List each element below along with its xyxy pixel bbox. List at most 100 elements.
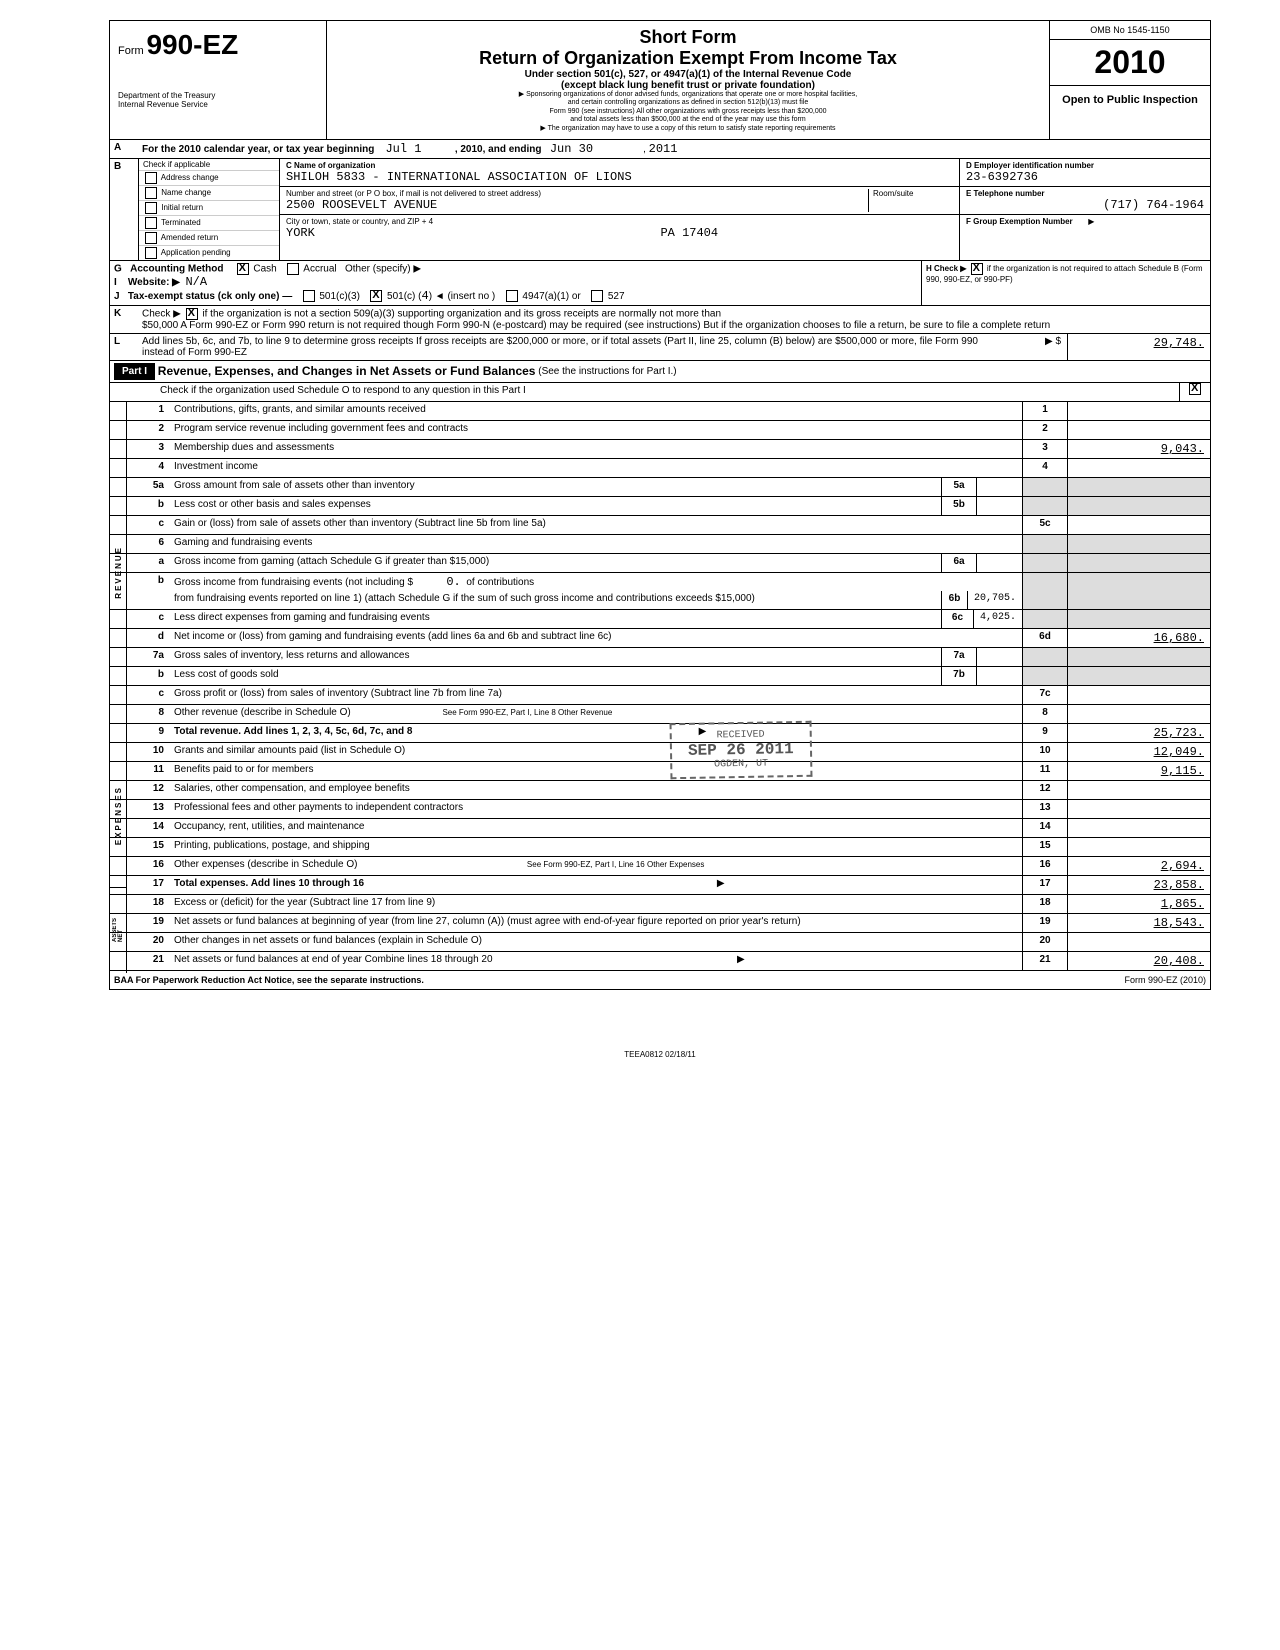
net-assets-begin: 18,543. [1067, 914, 1210, 932]
short-form-label: Short Form [333, 27, 1043, 48]
line-14: 14Occupancy, rent, utilities, and mainte… [110, 819, 1210, 838]
check-if-applicable: Check if applicable Address change Name … [139, 159, 280, 260]
l-arrow: ▶ $ [995, 334, 1067, 360]
line-3: 3Membership dues and assessments 39,043. [110, 440, 1210, 459]
line-a-label: For the 2010 calendar year, or tax year … [142, 144, 374, 155]
part1-header-row: Part I Revenue, Expenses, and Changes in… [110, 361, 1210, 383]
check-pending[interactable]: Application pending [139, 246, 279, 260]
header-right: OMB No 1545-1150 2010 Open to Public Ins… [1050, 21, 1210, 139]
line-6b-1: bGross income from fundraising events (n… [110, 573, 1210, 591]
period-begin: Jul 1 [385, 142, 421, 156]
line-7a: 7aGross sales of inventory, less returns… [110, 648, 1210, 667]
id-info: D Employer identification number 23-6392… [960, 159, 1210, 260]
footer: BAA For Paperwork Reduction Act Notice, … [110, 970, 1210, 989]
section-bcdef: B Check if applicable Address change Nam… [110, 159, 1210, 261]
527-checkbox[interactable] [591, 290, 603, 302]
form-990ez: Form 990-EZ Department of the Treasury I… [109, 20, 1211, 990]
stamp-location: OGDEN, UT [688, 758, 794, 771]
ein: 23-6392736 [966, 170, 1204, 184]
line-h: H Check ▶ if the organization is not req… [921, 261, 1210, 305]
accrual-checkbox[interactable] [287, 263, 299, 275]
fine1: ▶ Sponsoring organizations of donor advi… [333, 91, 1043, 99]
form-number: 990-EZ [146, 29, 238, 60]
line-11: 11Benefits paid to or for members 119,11… [110, 762, 1210, 781]
check-terminated[interactable]: Terminated [139, 216, 279, 231]
k-checkbox[interactable] [186, 308, 198, 320]
paperwork-notice: BAA For Paperwork Reduction Act Notice, … [114, 975, 424, 985]
501c-checkbox[interactable] [370, 290, 382, 302]
room-label: Room/suite [873, 189, 953, 198]
dept-treasury: Department of the Treasury [118, 91, 318, 100]
street-address: 2500 ROOSEVELT AVENUE [286, 198, 868, 212]
line-12: 12Salaries, other compensation, and empl… [110, 781, 1210, 800]
line-g: G Accounting Method Cash Accrual Other (… [114, 263, 917, 275]
line-5c: cGain or (loss) from sale of assets othe… [110, 516, 1210, 535]
membership-dues: 9,043. [1067, 440, 1210, 458]
letter-l: L [110, 334, 138, 360]
part1-check-text: Check if the organization used Schedule … [156, 383, 1179, 401]
check-amended[interactable]: Amended return [139, 231, 279, 246]
line-6a: aGross income from gaming (attach Schedu… [110, 554, 1210, 573]
line-7c: cGross profit or (loss) from sales of in… [110, 686, 1210, 705]
direct-expenses: 4,025. [974, 610, 1022, 628]
4947-checkbox[interactable] [506, 290, 518, 302]
subtitle2: (except black lung benefit trust or priv… [333, 80, 1043, 91]
line-4: 4Investment income 4 [110, 459, 1210, 478]
d-label: D Employer identification number [966, 161, 1094, 170]
part1-label: Part I [114, 363, 155, 380]
fine4: and total assets less than $500,000 at t… [333, 116, 1043, 124]
header-left: Form 990-EZ Department of the Treasury I… [110, 21, 327, 139]
period-end: Jun 30 [550, 142, 593, 156]
h-checkbox[interactable] [971, 263, 983, 275]
addr-label: Number and street (or P O box, if mail i… [286, 189, 868, 198]
cash-checkbox[interactable] [237, 263, 249, 275]
line-6c: cLess direct expenses from gaming and fu… [110, 610, 1210, 629]
total-revenue: 25,723. [1067, 724, 1210, 742]
letter-k: K [110, 306, 138, 333]
city: YORK [286, 226, 315, 240]
tax-year: 2010 [1050, 40, 1210, 86]
org-name-cell: C Name of organization SHILOH 5833 - INT… [280, 159, 959, 187]
grants-paid: 12,049. [1067, 743, 1210, 761]
group-exemption-cell: F Group Exemption Number ▶ [960, 215, 1210, 228]
line-16: 16Other expenses (describe in Schedule O… [110, 857, 1210, 876]
line-21: 21Net assets or fund balances at end of … [110, 952, 1210, 970]
line-5a: 5aGross amount from sale of assets other… [110, 478, 1210, 497]
line-l: L Add lines 5b, 6c, and 7b, to line 9 to… [110, 334, 1210, 361]
total-expenses: 23,858. [1067, 876, 1210, 894]
line-10: 10Grants and similar amounts paid (list … [110, 743, 1210, 762]
form-prefix: Form [118, 45, 144, 57]
schedule-o-checkbox[interactable] [1189, 383, 1201, 395]
line-1: 1Contributions, gifts, grants, and simil… [110, 402, 1210, 421]
line-j: J Tax-exempt status (ck only one) — 501(… [114, 289, 917, 303]
city-label: City or town, state or country, and ZIP … [286, 217, 953, 226]
check-initial[interactable]: Initial return [139, 201, 279, 216]
acc-left: G Accounting Method Cash Accrual Other (… [110, 261, 921, 305]
stamp-date: SEP 26 2011 [688, 740, 794, 760]
header-center: Short Form Return of Organization Exempt… [327, 21, 1050, 139]
part1-check-row: Check if the organization used Schedule … [110, 383, 1210, 402]
line-k: K Check ▶ if the organization is not a s… [110, 306, 1210, 334]
line-13: 13Professional fees and other payments t… [110, 800, 1210, 819]
check-address[interactable]: Address change [139, 171, 279, 186]
line-k-content: Check ▶ if the organization is not a sec… [138, 306, 1210, 333]
line-6: 6Gaming and fundraising events [110, 535, 1210, 554]
net-gaming: 16,680. [1067, 629, 1210, 647]
state-zip: PA 17404 [660, 226, 718, 240]
line-6d: dNet income or (loss) from gaming and fu… [110, 629, 1210, 648]
phone: (717) 764-1964 [966, 198, 1204, 212]
form-version: Form 990-EZ (2010) [1124, 975, 1206, 985]
c-label: C Name of organization [286, 161, 375, 170]
line-l-text: Add lines 5b, 6c, and 7b, to line 9 to d… [138, 334, 995, 360]
period-year: 2011 [649, 142, 678, 156]
letter-a: A [110, 140, 138, 158]
teea-code: TEEA0812 02/18/11 [20, 1050, 1280, 1059]
part1-title: Revenue, Expenses, and Changes in Net As… [158, 364, 536, 378]
e-label: E Telephone number [966, 189, 1045, 198]
501c3-checkbox[interactable] [303, 290, 315, 302]
netassets-side-label: NETASSETS [110, 887, 127, 973]
excess-deficit: 1,865. [1067, 895, 1210, 913]
part1-instruction: (See the instructions for Part I.) [538, 366, 676, 377]
check-name[interactable]: Name change [139, 186, 279, 201]
line-a-content: For the 2010 calendar year, or tax year … [138, 140, 1210, 158]
